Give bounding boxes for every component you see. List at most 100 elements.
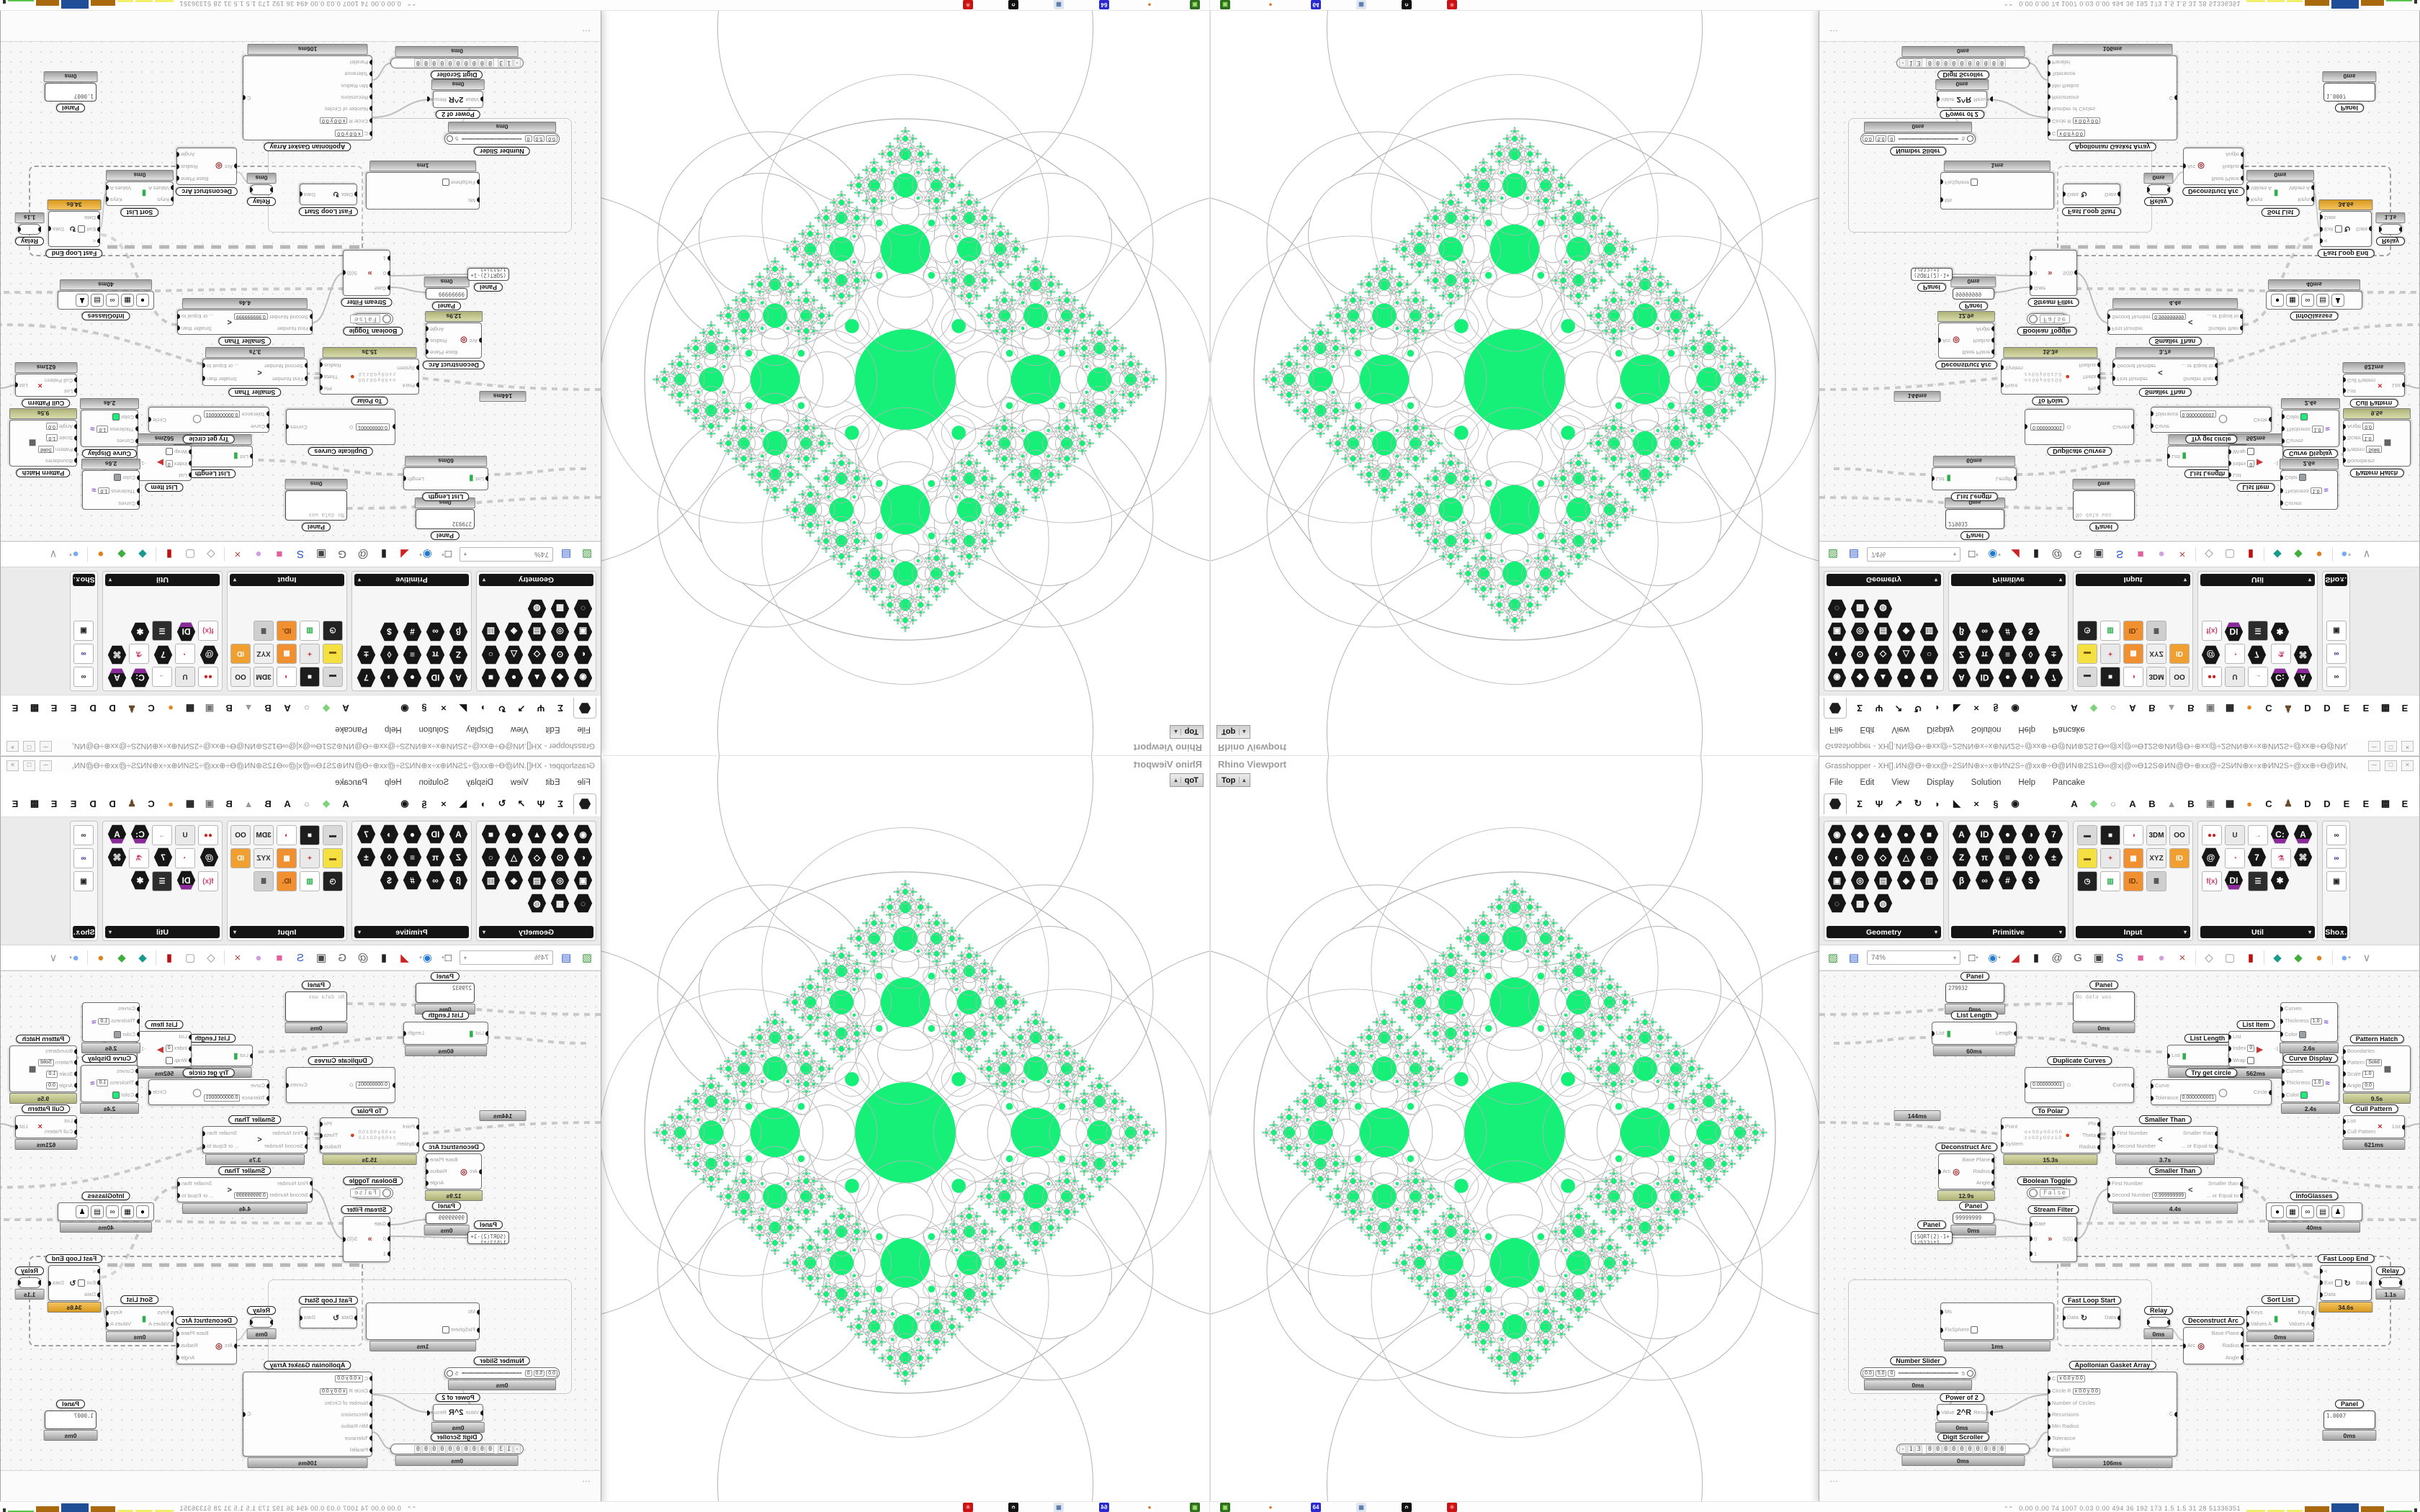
component-icon[interactable]: ☰	[152, 621, 172, 641]
component-tab-plugin-grid[interactable]: ▦	[185, 798, 195, 809]
component-icon[interactable]: ◉	[1827, 668, 1847, 688]
gh-node-relay-2[interactable]: Relay 0ms	[246, 173, 277, 206]
toggle-knob[interactable]	[382, 315, 391, 323]
component-tab-plugin-paw[interactable]: ○	[304, 798, 310, 809]
component-tab-plugin-d2[interactable]: D	[2323, 703, 2331, 714]
gh-node-list-length-1[interactable]: List Length List ▮ Length 60ms	[403, 456, 488, 501]
component-tab-plugin-c[interactable]: C	[148, 703, 155, 714]
component-icon[interactable]: ⌘	[107, 645, 127, 665]
component-icon[interactable]: ●	[504, 668, 524, 688]
gem-teal-icon[interactable]: ◆	[2273, 952, 2282, 964]
gh-node-panel-sqrt[interactable]: Panel (SQRT(2)-1+1/512)*1	[1911, 1220, 1953, 1244]
slider-grip[interactable]	[447, 1369, 453, 1377]
component-tab-plugin-a1[interactable]: A	[342, 798, 349, 809]
gh-node-cull-pattern[interactable]: Cull Pattern List Cull Pattern × List 621ms	[2342, 1104, 2406, 1150]
collapse-chevron-icon[interactable]: ∨	[2362, 952, 2371, 964]
taskbar-rhino-cat-icon[interactable]: ᴒ	[1402, 0, 1412, 9]
component-icon[interactable]: @	[200, 645, 219, 665]
menu-item-help[interactable]: Help	[2018, 778, 2036, 787]
component-icon[interactable]: ✱	[130, 622, 150, 642]
shelf-panel-label[interactable]: Geometry ▾	[479, 926, 593, 938]
cylinder-white-icon[interactable]: ▢	[184, 952, 196, 964]
component-tab-plugin-b2[interactable]: B	[225, 703, 233, 714]
open-file-icon[interactable]: ▨	[1827, 952, 1839, 964]
gh-node-deconstruct-arc-1[interactable]: Deconstruct Arc Arc ◎ Base Plane Radius Angle…	[1935, 1143, 1997, 1201]
component-icon[interactable]: ◍	[527, 599, 547, 618]
gh-node-smaller-than-1[interactable]: Smaller Than First Number Second Number < Sm…	[2112, 347, 2218, 397]
gh-canvas[interactable]: Panel 279932 0ms List Length List ▮ Length 60ms…	[1819, 41, 2419, 541]
ball-orange-icon[interactable]: ●	[97, 951, 104, 964]
component-tab-vector[interactable]: ↗	[517, 798, 526, 809]
component-tab-plugin-dots[interactable]: ▩	[30, 798, 40, 809]
component-tab-plugin-shield[interactable]: ▣	[2205, 798, 2215, 809]
component-icon[interactable]: ▥	[1919, 622, 1939, 642]
shelf-panel-label[interactable]: Input ▾	[2076, 926, 2190, 938]
component-icon[interactable]: $	[380, 622, 399, 642]
component-icon[interactable]: ≡	[403, 645, 422, 665]
gh-node-curve-display-2[interactable]: Curve Display Curves Thickness 1.0 Color ≈2.4…	[2281, 1054, 2340, 1114]
gh-node-fast-loop-start[interactable]: Fast Loop Start Data ↻ Data	[2061, 1296, 2122, 1328]
sketch-pencil-icon[interactable]: ◢	[2011, 952, 2020, 964]
component-icon[interactable]: ◷	[2077, 871, 2097, 891]
component-tab-plugin-c[interactable]: C	[148, 798, 155, 809]
gh-node-panel-279932[interactable]: Panel 279932 0ms	[415, 498, 475, 540]
gh-node-relay-1[interactable]: Relay 1.1s	[14, 212, 45, 246]
crossed-wires-icon[interactable]: ×	[234, 548, 241, 561]
component-tab-plugin-b2[interactable]: B	[2187, 798, 2195, 809]
component-icon[interactable]: OO	[2169, 825, 2190, 845]
menu-item-solution[interactable]: Solution	[1971, 778, 2002, 787]
component-tab-vector[interactable]: ↗	[1894, 798, 1903, 809]
gh-node-panel-9s[interactable]: Panel 99999999 0ms	[424, 276, 470, 310]
cylinder-red-icon[interactable]: ▮	[166, 548, 173, 560]
gem-open-icon[interactable]: ◇	[2205, 952, 2213, 964]
component-tab-plugin-a2[interactable]: A	[284, 703, 291, 714]
ball-orange-icon[interactable]: ●	[97, 548, 104, 561]
gh-node-list-item[interactable]: List Item List Index 0 Wrap ▶ -1 562ms	[135, 1020, 193, 1079]
component-icon[interactable]: DI	[176, 622, 196, 642]
component-icon[interactable]: ●	[403, 824, 422, 844]
rhino-viewport[interactable]: Rhino Viewport Top ▴	[1210, 11, 1819, 756]
component-icon[interactable]: ▦	[550, 894, 570, 913]
gh-node-panel-9s[interactable]: Panel 99999999 0ms	[1950, 1202, 1996, 1236]
component-tab-curve[interactable]: ↻	[498, 703, 506, 714]
component-tab-plugin-b1[interactable]: B	[264, 703, 272, 714]
minimize-button[interactable]: ─	[2368, 760, 2380, 771]
menu-item-solution[interactable]: Solution	[418, 778, 449, 787]
gh-node-list-length-1[interactable]: List Length List ▮ Length 60ms	[1932, 456, 2017, 501]
component-tab-plugin-orange[interactable]: ●	[2246, 798, 2252, 809]
preview-eye-icon[interactable]: ◉ ▾	[419, 952, 432, 964]
gh-node-digit-scroller[interactable]: Digit Scroller -1 3 0 0 0 0 0 0 0 0 0 0 0ms	[1896, 1433, 2030, 1466]
cylinder-white-icon[interactable]: ▢	[2224, 548, 2236, 560]
component-tab-plugin-d1[interactable]: D	[2304, 703, 2311, 714]
component-icon[interactable]: ☰	[152, 871, 172, 891]
component-tab-plugin-rooster[interactable]: ♟	[127, 703, 136, 714]
component-icon[interactable]: $	[2021, 622, 2040, 642]
component-icon[interactable]: XYZ	[2146, 644, 2166, 664]
component-icon[interactable]: 7	[2247, 645, 2267, 665]
component-tab-transform[interactable]: §	[421, 703, 427, 714]
component-icon[interactable]: ▣	[1827, 622, 1847, 642]
component-icon[interactable]: ○	[1919, 645, 1939, 665]
component-icon[interactable]: ●	[1998, 824, 2017, 844]
maximize-button[interactable]: □	[2385, 760, 2397, 771]
gh-node-duplicate-curves[interactable]: Duplicate Curves 0.000000001 ○ Curves	[286, 409, 395, 456]
component-tab-surface[interactable]: ◗	[480, 703, 485, 714]
window-capture-icon[interactable]: ▣	[315, 952, 327, 964]
component-icon[interactable]: ID	[426, 668, 445, 688]
component-tab-intersect[interactable]: ×	[441, 798, 447, 809]
component-icon[interactable]: ▬	[2077, 848, 2097, 868]
gh-node-smaller-than-2[interactable]: Smaller Than First Number Second Number 0.9…	[177, 1166, 313, 1214]
component-icon[interactable]: ▣	[573, 622, 593, 642]
gh-node-panel-279932[interactable]: Panel 279932 0ms	[415, 972, 475, 1014]
shelf-panel-label[interactable]: Util ▾	[2200, 574, 2315, 586]
component-icon[interactable]: ▥	[2100, 871, 2120, 891]
gh-node-fast-loop-start[interactable]: Fast Loop Start Data ↻ Data	[2061, 184, 2122, 216]
component-icon[interactable]: ▬	[2077, 667, 2097, 687]
at-document-icon[interactable]: @	[2051, 548, 2063, 561]
component-icon[interactable]: ■	[481, 824, 501, 844]
component-tab-plugin-paw[interactable]: ○	[2110, 703, 2116, 714]
component-icon[interactable]: ⊙	[1850, 645, 1870, 665]
window-capture-icon[interactable]: ▣	[2093, 548, 2105, 560]
component-icon[interactable]: ◉	[573, 668, 593, 688]
gha-document-icon[interactable]: G	[338, 951, 346, 964]
